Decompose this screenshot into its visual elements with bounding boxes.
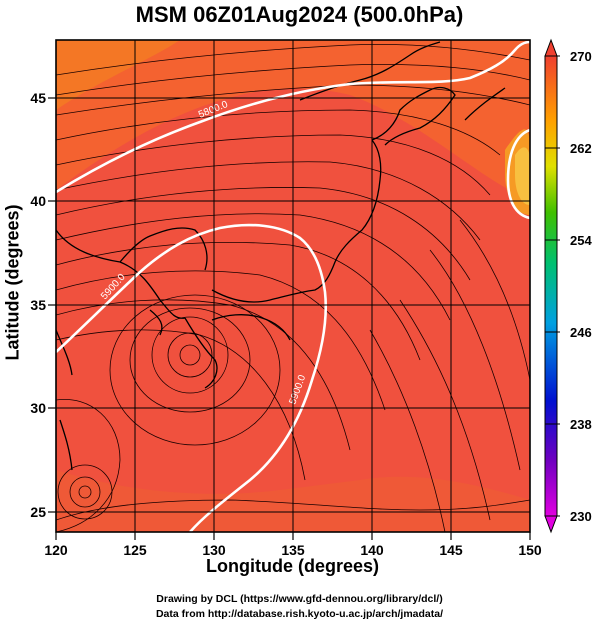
- colorbar-tick-label: 246: [570, 325, 592, 340]
- x-tick-label: 120: [44, 542, 68, 558]
- y-tick-label: 35: [30, 297, 46, 313]
- axis-ticks: [48, 97, 531, 540]
- colorbar-tick-label: 238: [570, 417, 592, 432]
- coastlines: [56, 41, 506, 471]
- graticule: [56, 40, 530, 532]
- x-tick-label: 135: [281, 542, 305, 558]
- x-axis-label: Longitude (degrees): [205, 556, 379, 576]
- colorbar-tick-label: 254: [570, 233, 592, 248]
- y-tick-label: 40: [30, 193, 46, 209]
- colorbar-tick-label: 270: [570, 49, 592, 64]
- x-tick-label: 140: [360, 542, 384, 558]
- x-tick-label: 145: [439, 542, 463, 558]
- x-tick-label: 130: [202, 542, 226, 558]
- colorbar-top-arrow: [544, 38, 558, 57]
- colorbar: 270 262 254 246 238 230: [544, 38, 592, 534]
- y-tick-label: 25: [30, 504, 46, 520]
- colorbar-scale: [544, 55, 558, 517]
- y-tick-label: 45: [30, 90, 46, 106]
- colorbar-tick-label: 262: [570, 141, 592, 156]
- credit-drawing: Drawing by DCL (https://www.gfd-dennou.o…: [156, 593, 443, 605]
- colorbar-tick-label: 230: [570, 509, 592, 524]
- x-tick-label: 125: [123, 542, 147, 558]
- map-title: MSM 06Z01Aug2024 (500.0hPa): [135, 2, 464, 27]
- credit-data-source: Data from http://database.rish.kyoto-u.a…: [155, 608, 444, 620]
- x-tick-label: 150: [518, 542, 542, 558]
- colorbar-bottom-arrow: [544, 515, 558, 534]
- y-axis-label: Latitude (degrees): [2, 204, 23, 361]
- streamlines: [56, 43, 530, 532]
- y-tick-label: 30: [30, 400, 46, 416]
- height-contours: [56, 40, 530, 532]
